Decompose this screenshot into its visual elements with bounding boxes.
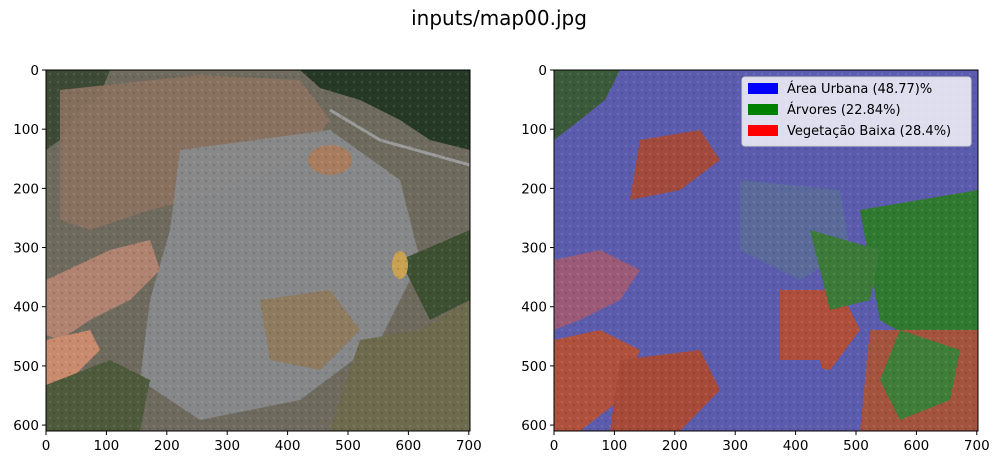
right-x-tick-label: 300 — [722, 438, 748, 454]
left-y-tick-label: 300 — [13, 241, 39, 257]
right-y-tick-label: 400 — [521, 300, 547, 316]
left-x-tick-label: 600 — [396, 438, 422, 454]
legend-swatch-low-vegetation — [748, 125, 778, 136]
right-y-tick-label: 200 — [521, 181, 547, 197]
legend-swatch-urban — [748, 83, 778, 94]
right-y-tick-label: 0 — [538, 63, 547, 79]
right-x-tick-label: 500 — [843, 438, 869, 454]
right-x-tick-label: 700 — [964, 438, 990, 454]
right-y-tick-label: 300 — [521, 241, 547, 257]
legend: Área Urbana (48.77)% Árvores (22.84%) Ve… — [741, 76, 972, 147]
right-y-tick-label: 100 — [521, 122, 547, 138]
figure-title: inputs/map00.jpg — [411, 6, 587, 30]
left-x-tick-label: 100 — [94, 438, 120, 454]
left-x-tick-label: 200 — [154, 438, 180, 454]
left-x-tick-label: 500 — [335, 438, 361, 454]
right-y-tick-label: 600 — [521, 418, 547, 434]
right-y-tick-label: 500 — [521, 359, 547, 375]
right-x-tick-label: 100 — [602, 438, 628, 454]
aerial-image-panel — [46, 70, 470, 431]
left-y-tick-label: 100 — [13, 122, 39, 138]
legend-label-trees: Árvores (22.84%) — [787, 102, 901, 118]
legend-label-urban: Área Urbana (48.77)% — [787, 81, 932, 97]
legend-swatch-trees — [748, 104, 778, 115]
left-x-tick-label: 700 — [456, 438, 482, 454]
left-y-tick-label: 400 — [13, 300, 39, 316]
legend-frame — [741, 76, 972, 147]
right-frame — [553, 69, 979, 432]
left-x-tick-label: 400 — [275, 438, 301, 454]
segmentation-image-panel — [554, 70, 978, 431]
left-y-tick-label: 0 — [30, 63, 39, 79]
left-frame — [45, 69, 471, 432]
right-x-tick-label: 200 — [662, 438, 688, 454]
right-axes: 0 100 200 300 400 500 600 700 0 100 200 300 400 500 60… — [521, 63, 989, 454]
legend-label-low-vegetation: Vegetação Baixa (28.4%) — [787, 124, 951, 139]
left-x-tick-label: 300 — [214, 438, 240, 454]
right-x-tick-label: 0 — [550, 438, 559, 454]
right-x-tick-label: 600 — [904, 438, 930, 454]
left-y-tick-label: 500 — [13, 359, 39, 375]
left-y-tick-label: 200 — [13, 181, 39, 197]
left-x-tick-label: 0 — [42, 438, 51, 454]
right-x-tick-label: 400 — [783, 438, 809, 454]
left-y-tick-label: 600 — [13, 418, 39, 434]
left-axes: 0 100 200 300 400 500 600 700 0 100 200 300 400 500 60… — [13, 63, 481, 454]
